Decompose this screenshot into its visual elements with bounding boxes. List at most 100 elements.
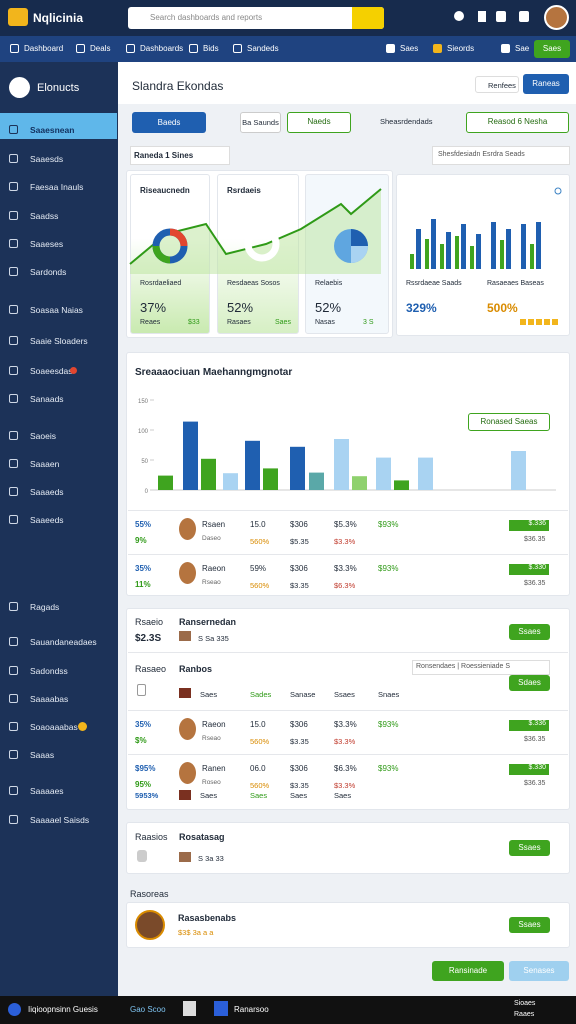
filter-select[interactable]	[432, 146, 570, 165]
nav-right[interactable]: Sieords	[447, 44, 475, 53]
sidebar-item[interactable]: Saaaael Saisds	[30, 815, 90, 825]
row-badge[interactable]: $.330	[509, 764, 549, 775]
nav-item[interactable]: Bids	[203, 44, 219, 53]
toolbar-button[interactable]: Ba Saunds	[240, 112, 281, 133]
action-button[interactable]: Ransinade	[432, 961, 504, 981]
button[interactable]: Sdaes	[509, 675, 550, 691]
row-avatar	[179, 762, 196, 784]
row-sub: $3.3%	[334, 537, 356, 546]
nav-icon	[233, 44, 242, 53]
header-button[interactable]: Raneas	[523, 74, 569, 94]
toolbar-main-button[interactable]: Reasod 6 Nesha	[466, 112, 569, 133]
nav-right[interactable]: Sae	[515, 44, 530, 53]
chart-button[interactable]: Ronased Saeas	[468, 413, 550, 431]
sidebar-item[interactable]: Saaesnean	[30, 125, 75, 135]
card-sub: Relaebis	[315, 280, 343, 287]
card-meta: Rasaes	[227, 319, 251, 326]
pie-slice	[351, 246, 368, 263]
select[interactable]	[412, 660, 550, 675]
row-badge[interactable]: $.330	[509, 564, 549, 575]
row-badge[interactable]: $.336	[509, 720, 549, 731]
sidebar-item[interactable]: Saaeses	[30, 239, 64, 249]
nav-icon	[76, 44, 85, 53]
row-badge[interactable]: $.336	[509, 520, 549, 531]
sidebar-item[interactable]: Sadondss	[30, 666, 68, 676]
action-button[interactable]: Senases	[509, 961, 569, 981]
nav-item[interactable]: Sandeds	[247, 44, 279, 53]
page-title: Slandra Ekondas	[132, 79, 224, 93]
header-action[interactable]: Renfees	[488, 81, 516, 90]
title: Ranbos	[179, 664, 213, 674]
sidebar-item[interactable]: Saaeeds	[30, 515, 64, 525]
sidebar-item[interactable]: Saaie Sloaders	[30, 336, 88, 346]
sidebar-item[interactable]: Saadss	[30, 211, 59, 221]
y-tick-label: 50	[141, 459, 148, 465]
label: Rsaeio	[135, 617, 164, 627]
sidebar-item[interactable]: Saoeis	[30, 431, 56, 441]
taskbar-app[interactable]: Iiqioopnsinn Guesis	[28, 1005, 98, 1014]
card-note: 3 S	[363, 319, 374, 326]
card-value: 52%	[227, 300, 254, 315]
sidebar-item[interactable]: Saaaabas	[30, 694, 69, 704]
thumb	[179, 688, 191, 698]
toolbar-button[interactable]: Baeds	[132, 112, 206, 133]
action-box[interactable]	[475, 76, 519, 93]
row-sub: $3.3%	[334, 781, 356, 790]
brand: Nqlicinia	[33, 11, 84, 25]
icon[interactable]	[478, 11, 486, 22]
search-box[interactable]	[128, 7, 384, 29]
icon[interactable]	[454, 11, 464, 21]
taskbar	[0, 996, 576, 1024]
nav-button[interactable]: Saes	[534, 40, 570, 58]
sidebar-item[interactable]: Soasaa Naias	[30, 305, 83, 315]
card-sub: Rssrdaeae Saads	[406, 280, 462, 287]
row-role: Roseo	[202, 779, 221, 786]
sidebar-item[interactable]: Sardonds	[30, 267, 67, 277]
start[interactable]	[8, 1003, 21, 1016]
sidebar-item[interactable]: Soaoaaabas	[30, 722, 78, 732]
sidebar-item[interactable]: Soaeesdas	[30, 366, 73, 376]
taskbar-icon[interactable]	[214, 1001, 228, 1016]
toolbar-link[interactable]: Sheasrdendads	[380, 117, 433, 126]
button[interactable]: Ssaes	[509, 917, 550, 933]
taskbar-item[interactable]: Gao Scoo	[130, 1005, 166, 1014]
sidebar-item[interactable]: Saaaaes	[30, 786, 64, 796]
nav-item[interactable]: Dashboards	[140, 44, 184, 53]
sidebar-item[interactable]: Saaaeds	[30, 487, 64, 497]
taskbar-item[interactable]: Ranarsoo	[234, 1005, 269, 1014]
row-value: $5.3%	[334, 520, 357, 529]
nav-bar	[0, 36, 576, 62]
icon[interactable]	[519, 11, 529, 22]
nav-item[interactable]: Dashboard	[24, 44, 64, 53]
row-value: $3.3%	[334, 720, 357, 729]
row-sub: $3.3%	[334, 737, 356, 746]
card-title: Riseaucnedn	[140, 186, 190, 195]
nav-item[interactable]: Deals	[90, 44, 111, 53]
button[interactable]: Ssaes	[509, 624, 550, 640]
button[interactable]: Ssaes	[509, 840, 550, 856]
label: Rasaeo	[135, 664, 167, 674]
sidebar-item[interactable]: Saaesds	[30, 154, 64, 164]
nav-right[interactable]: Saes	[400, 44, 419, 53]
search-button[interactable]	[352, 7, 384, 29]
taskbar-icon[interactable]	[183, 1001, 196, 1016]
sidebar-item[interactable]: Sanaads	[30, 394, 64, 404]
sidebar-item[interactable]: Saaas	[30, 750, 55, 760]
bar	[352, 476, 367, 490]
column-header: Ssaes	[334, 690, 355, 699]
sidebar-item[interactable]: Sauandaneadaes	[30, 637, 97, 647]
sidebar-item[interactable]: Saaaen	[30, 459, 60, 469]
footer-cell: Saes	[334, 791, 352, 800]
sidebar-item[interactable]: Faesaa Inauls	[30, 182, 84, 192]
filter-box[interactable]	[130, 146, 230, 165]
sidebar-icon	[9, 239, 18, 248]
taskbar-right: Sioaes	[514, 1000, 536, 1007]
sidebar-item[interactable]: Ragads	[30, 602, 60, 612]
avatar[interactable]	[544, 5, 569, 30]
card-sub: Rasaeaes Baseas	[487, 280, 544, 287]
row-stat: $%	[135, 736, 147, 745]
card-graphics	[129, 187, 562, 274]
icon[interactable]	[496, 11, 506, 22]
toolbar-button[interactable]: Naeds	[287, 112, 351, 133]
y-tick-label: 150	[138, 399, 149, 405]
